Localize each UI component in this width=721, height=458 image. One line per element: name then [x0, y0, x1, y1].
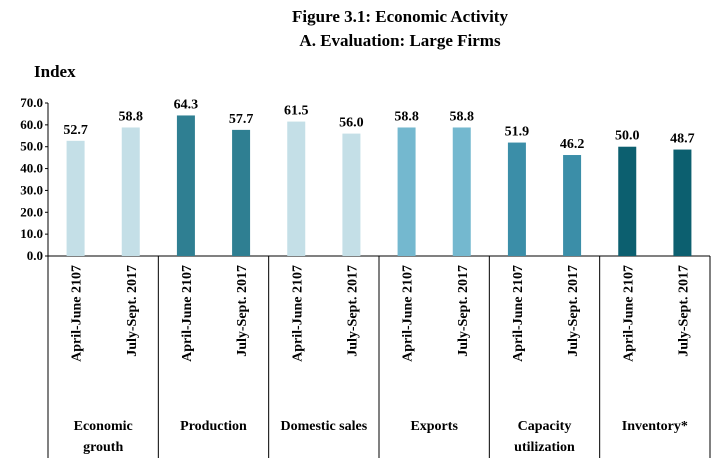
group-label: grouth	[83, 440, 123, 455]
x-tick-label: April-June 2107	[401, 265, 416, 362]
value-label: 58.8	[119, 109, 144, 124]
x-tick-label: April-June 2107	[70, 265, 85, 362]
x-tick-label: July-Sept. 2017	[345, 265, 360, 357]
x-tick-label: April-June 2107	[511, 265, 526, 362]
group-label: Capacity	[518, 419, 572, 434]
bar	[673, 149, 692, 256]
group-label: Economic	[74, 419, 133, 434]
bar	[287, 121, 306, 256]
group-label: Production	[180, 419, 247, 434]
value-label: 58.8	[450, 109, 475, 124]
x-tick-label: April-June 2107	[290, 265, 305, 362]
y-tick-label: 10.0	[20, 226, 43, 241]
x-tick-label: April-June 2107	[180, 265, 195, 362]
y-tick-label: 20.0	[20, 204, 43, 219]
y-tick-label: 40.0	[20, 161, 43, 176]
bar	[563, 155, 582, 256]
y-axis-label: Index	[34, 62, 76, 81]
value-label: 61.5	[284, 104, 309, 119]
value-label: 64.3	[174, 97, 199, 112]
value-label: 48.7	[670, 132, 695, 147]
value-label: 58.8	[394, 109, 419, 124]
y-tick-label: 30.0	[20, 182, 43, 197]
x-tick-label: April-June 2107	[621, 265, 636, 362]
y-tick-label: 0.0	[27, 248, 43, 263]
bar	[618, 146, 637, 256]
bar	[397, 127, 416, 256]
y-tick-label: 70.0	[20, 95, 43, 110]
bar	[452, 127, 471, 256]
group-label: utilization	[514, 440, 575, 455]
value-label: 57.7	[229, 112, 254, 127]
x-tick-label: July-Sept. 2017	[676, 265, 691, 357]
x-tick-label: July-Sept. 2017	[456, 265, 471, 357]
y-tick-label: 60.0	[20, 117, 43, 132]
y-tick-label: 50.0	[20, 139, 43, 154]
value-label: 52.7	[63, 123, 88, 138]
bar	[121, 127, 140, 256]
bar	[232, 129, 251, 256]
value-label: 51.9	[505, 125, 530, 140]
x-tick-label: July-Sept. 2017	[235, 265, 250, 357]
x-tick-label: July-Sept. 2017	[566, 265, 581, 357]
chart-subtitle: A. Evaluation: Large Firms	[299, 31, 501, 50]
group-label: Inventory*	[622, 419, 688, 434]
bar	[66, 140, 85, 256]
bar	[507, 142, 526, 256]
value-label: 50.0	[615, 129, 640, 144]
chart-title: Figure 3.1: Economic Activity	[292, 7, 508, 26]
bar	[176, 115, 195, 256]
value-label: 46.2	[560, 137, 585, 152]
group-label: Exports	[410, 419, 458, 434]
group-label: Domestic sales	[280, 419, 367, 434]
x-tick-label: July-Sept. 2017	[125, 265, 140, 357]
bar	[342, 133, 361, 256]
value-label: 56.0	[339, 116, 364, 131]
